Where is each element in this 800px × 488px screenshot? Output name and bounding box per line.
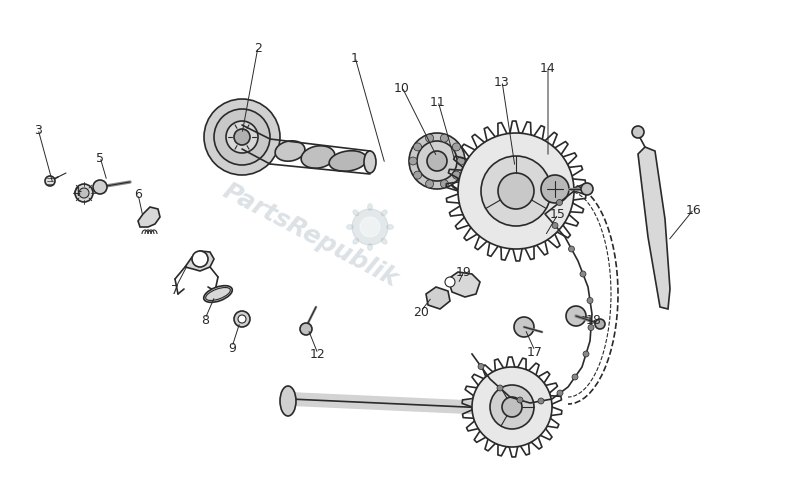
- Text: 20: 20: [413, 305, 429, 318]
- Text: 8: 8: [201, 313, 209, 326]
- Text: 16: 16: [686, 203, 702, 216]
- Circle shape: [557, 200, 562, 206]
- Text: 15: 15: [550, 208, 566, 221]
- Text: 2: 2: [254, 41, 262, 54]
- Circle shape: [572, 374, 578, 380]
- Text: 7: 7: [171, 283, 179, 296]
- Circle shape: [352, 209, 388, 245]
- Text: 11: 11: [430, 95, 446, 108]
- Circle shape: [234, 130, 250, 146]
- Ellipse shape: [367, 244, 373, 251]
- Circle shape: [541, 176, 569, 203]
- Circle shape: [502, 397, 522, 417]
- Polygon shape: [638, 148, 670, 309]
- Text: 4: 4: [72, 185, 80, 198]
- Ellipse shape: [275, 142, 305, 162]
- Circle shape: [93, 181, 107, 195]
- Ellipse shape: [353, 210, 359, 217]
- Circle shape: [569, 246, 574, 252]
- Ellipse shape: [381, 210, 387, 217]
- Circle shape: [478, 364, 484, 370]
- Circle shape: [588, 325, 594, 331]
- Circle shape: [557, 390, 563, 396]
- Ellipse shape: [353, 239, 359, 244]
- Polygon shape: [448, 272, 480, 297]
- Ellipse shape: [206, 288, 230, 301]
- Circle shape: [583, 351, 589, 357]
- Ellipse shape: [367, 204, 373, 211]
- Circle shape: [490, 385, 534, 429]
- Circle shape: [453, 172, 461, 180]
- Text: 18: 18: [586, 313, 602, 326]
- Text: 1: 1: [351, 51, 359, 64]
- Ellipse shape: [329, 151, 367, 172]
- Text: 10: 10: [394, 81, 410, 94]
- Circle shape: [552, 223, 558, 229]
- Circle shape: [581, 183, 593, 196]
- Polygon shape: [426, 287, 450, 309]
- Circle shape: [538, 398, 544, 404]
- Circle shape: [414, 143, 422, 152]
- Text: 9: 9: [228, 341, 236, 354]
- Circle shape: [498, 174, 534, 209]
- Circle shape: [445, 278, 455, 287]
- Circle shape: [214, 110, 270, 165]
- Ellipse shape: [301, 146, 335, 169]
- Ellipse shape: [364, 152, 376, 174]
- Ellipse shape: [386, 225, 394, 230]
- Text: 14: 14: [540, 61, 556, 74]
- Circle shape: [409, 158, 417, 165]
- Circle shape: [234, 311, 250, 327]
- Circle shape: [204, 100, 280, 176]
- Circle shape: [441, 181, 449, 188]
- Circle shape: [514, 317, 534, 337]
- Circle shape: [238, 315, 246, 324]
- Circle shape: [79, 189, 89, 199]
- Circle shape: [472, 367, 552, 447]
- Circle shape: [566, 306, 586, 326]
- Text: 12: 12: [310, 348, 326, 361]
- Circle shape: [587, 298, 593, 304]
- Circle shape: [75, 184, 93, 203]
- Text: 6: 6: [134, 188, 142, 201]
- Circle shape: [360, 218, 380, 238]
- Text: PartsRepublik: PartsRepublik: [218, 178, 402, 291]
- Text: 3: 3: [34, 123, 42, 136]
- Circle shape: [481, 157, 551, 226]
- Text: 5: 5: [96, 151, 104, 164]
- Circle shape: [414, 172, 422, 180]
- Circle shape: [417, 142, 457, 182]
- Circle shape: [427, 152, 447, 172]
- Circle shape: [457, 158, 465, 165]
- Polygon shape: [185, 251, 214, 271]
- Circle shape: [426, 135, 434, 143]
- Circle shape: [226, 122, 258, 154]
- Circle shape: [517, 397, 523, 403]
- Circle shape: [426, 181, 434, 188]
- Circle shape: [497, 385, 503, 391]
- Circle shape: [632, 127, 644, 139]
- Text: 13: 13: [494, 75, 510, 88]
- Circle shape: [453, 143, 461, 152]
- Circle shape: [595, 319, 605, 329]
- Text: 19: 19: [456, 265, 472, 278]
- Ellipse shape: [381, 239, 387, 244]
- Circle shape: [580, 271, 586, 278]
- Ellipse shape: [204, 286, 232, 303]
- Polygon shape: [138, 207, 160, 227]
- Text: 17: 17: [527, 345, 543, 358]
- Circle shape: [441, 135, 449, 143]
- Circle shape: [458, 134, 574, 249]
- Ellipse shape: [280, 386, 296, 416]
- Circle shape: [45, 177, 55, 186]
- Circle shape: [300, 324, 312, 335]
- Ellipse shape: [346, 225, 354, 230]
- Circle shape: [192, 251, 208, 267]
- Circle shape: [409, 134, 465, 190]
